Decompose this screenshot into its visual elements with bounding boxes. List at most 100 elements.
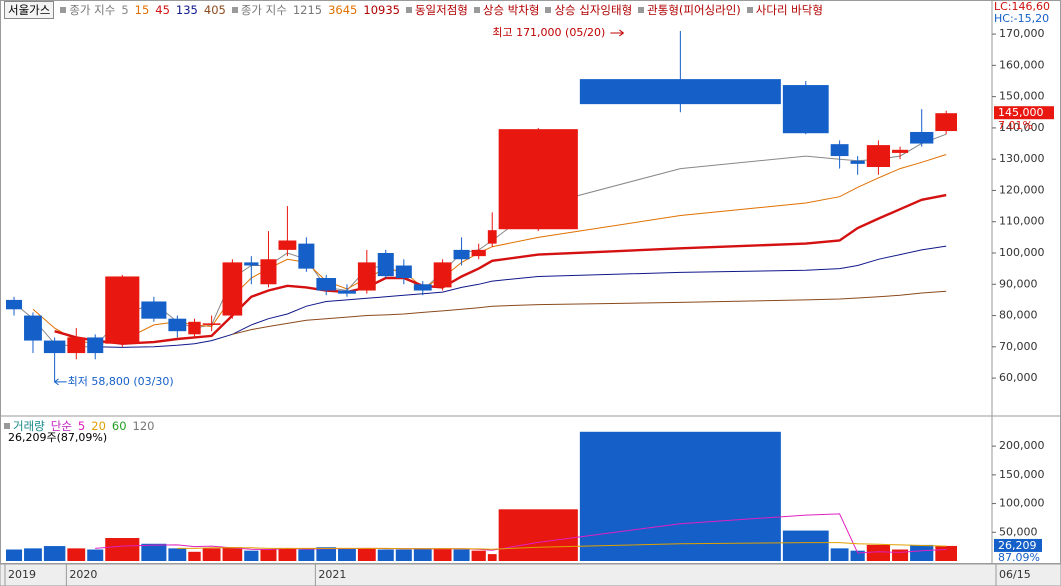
candle-body [850, 160, 865, 164]
last-price-box [994, 106, 1054, 120]
hc-label: HC:-15,20 [994, 12, 1049, 25]
y-tick-label: 150,000 [999, 468, 1045, 481]
volume-bar [188, 551, 201, 561]
y-tick-label: 200,000 [999, 439, 1045, 452]
candle-body [830, 144, 849, 157]
volume-legend: 거래량 단순 5 20 60 120 [4, 418, 154, 434]
volume-bar [498, 509, 578, 561]
candle-body [782, 85, 829, 134]
pattern-legend-item: 상승 십자잉태형 [554, 3, 633, 17]
candle-body [487, 230, 497, 244]
y-tick-label: 170,000 [999, 27, 1045, 40]
volume-bar [141, 543, 167, 561]
volume-moving-average [177, 542, 947, 550]
candle-body [244, 262, 259, 266]
y-tick-label: 150,000 [999, 90, 1045, 103]
lc-label: LC:146,60 [994, 0, 1050, 13]
pattern-legend-item: 관통형(피어싱라인) [647, 3, 741, 17]
candle-body [6, 299, 23, 310]
volume-ma-prefix: 단순 [50, 419, 72, 433]
candle-body [278, 240, 297, 250]
x-tick-label: 06/15 [999, 568, 1031, 581]
volume-bar [6, 549, 23, 561]
candle-body [866, 145, 891, 167]
y-tick-label: 110,000 [999, 215, 1045, 228]
low-annotation: 최저 58,800 (03/30) [68, 375, 174, 388]
volume-bar [782, 530, 829, 561]
candle-body [87, 337, 104, 354]
volume-ma-item: 120 [132, 419, 155, 433]
volume-bar [202, 548, 221, 561]
last-change-label: 7.01% [998, 119, 1033, 132]
volume-bar [453, 549, 470, 561]
price-legend: 서울가스 종가 지수 5 15 45 135 405 종가 지수 1215 3645 10935 동일… [4, 1, 823, 19]
candle-body [168, 318, 187, 332]
volume-bar [278, 548, 297, 561]
y-tick-label: 160,000 [999, 58, 1045, 71]
candle-body [357, 262, 376, 291]
candle-body [260, 259, 277, 285]
ma-legend-prefix: 종가 지수 [69, 3, 116, 17]
y-tick-label: 80,000 [999, 309, 1038, 322]
ma-legend-item: 15 [134, 3, 150, 17]
candle-body [316, 278, 337, 291]
candle-body [935, 113, 957, 132]
ma-legend-item: 1215 [292, 3, 323, 17]
candle-body [24, 315, 42, 341]
volume-legend-label: 거래량 [13, 419, 45, 433]
moving-average [54, 193, 947, 345]
volume-bar [222, 547, 243, 561]
volume-bar [24, 548, 42, 561]
ma-legend-item: 5 [121, 3, 129, 17]
ma-legend-item: 10935 [363, 3, 400, 17]
ma-legend-item: 3645 [328, 3, 358, 17]
ma-legend-item: 405 [203, 3, 226, 17]
volume-bar [298, 549, 315, 561]
volume-bar [87, 549, 104, 561]
candle-body [892, 149, 909, 153]
y-tick-label: 100,000 [999, 246, 1045, 259]
ma-legend-prefix: 종가 지수 [240, 3, 287, 17]
volume-bar [105, 538, 140, 561]
high-arrow [610, 29, 625, 37]
legend-swatch [4, 423, 10, 429]
last-volume-box [994, 538, 1042, 552]
volume-bar [935, 545, 957, 561]
candle-body [105, 276, 140, 344]
volume-bar [579, 431, 781, 561]
volume-bar [413, 548, 432, 561]
ma-legend-item: 45 [155, 3, 170, 17]
volume-info: 26,209주(87,09%) [8, 431, 107, 444]
candle-body [433, 262, 452, 288]
candle-body [498, 129, 578, 230]
candle-body [453, 249, 470, 260]
volume-bar [830, 548, 849, 561]
y-tick-label: 140,000 [999, 121, 1045, 134]
volume-bar [433, 548, 452, 561]
last-price-label: 145,000 [998, 106, 1044, 119]
y-tick-label: 130,000 [999, 152, 1045, 165]
ma-legend-item: 135 [175, 3, 198, 17]
legend-swatch [473, 7, 480, 13]
legend-swatch [60, 7, 67, 13]
candle-body [395, 265, 412, 279]
volume-ma-item: 5 [77, 419, 86, 433]
candle-body [377, 253, 394, 277]
last-volume-label: 26,209 [998, 539, 1037, 552]
legend-swatch [638, 7, 645, 13]
volume-bar [471, 550, 486, 561]
volume-bar [338, 548, 356, 561]
legend-swatch [231, 7, 238, 13]
pattern-legend-item: 상승 박차형 [482, 3, 540, 17]
pattern-legend-item: 동일저점형 [414, 3, 468, 17]
last-volume-ratio: 87.09% [998, 551, 1040, 564]
candle-body [141, 301, 167, 319]
volume-ma-item: 20 [91, 419, 106, 433]
candle-body [298, 243, 315, 269]
volume-bar [377, 549, 394, 561]
moving-average [95, 245, 947, 348]
moving-average [232, 290, 947, 335]
legend-swatch [746, 7, 753, 13]
candle-body [579, 79, 781, 105]
